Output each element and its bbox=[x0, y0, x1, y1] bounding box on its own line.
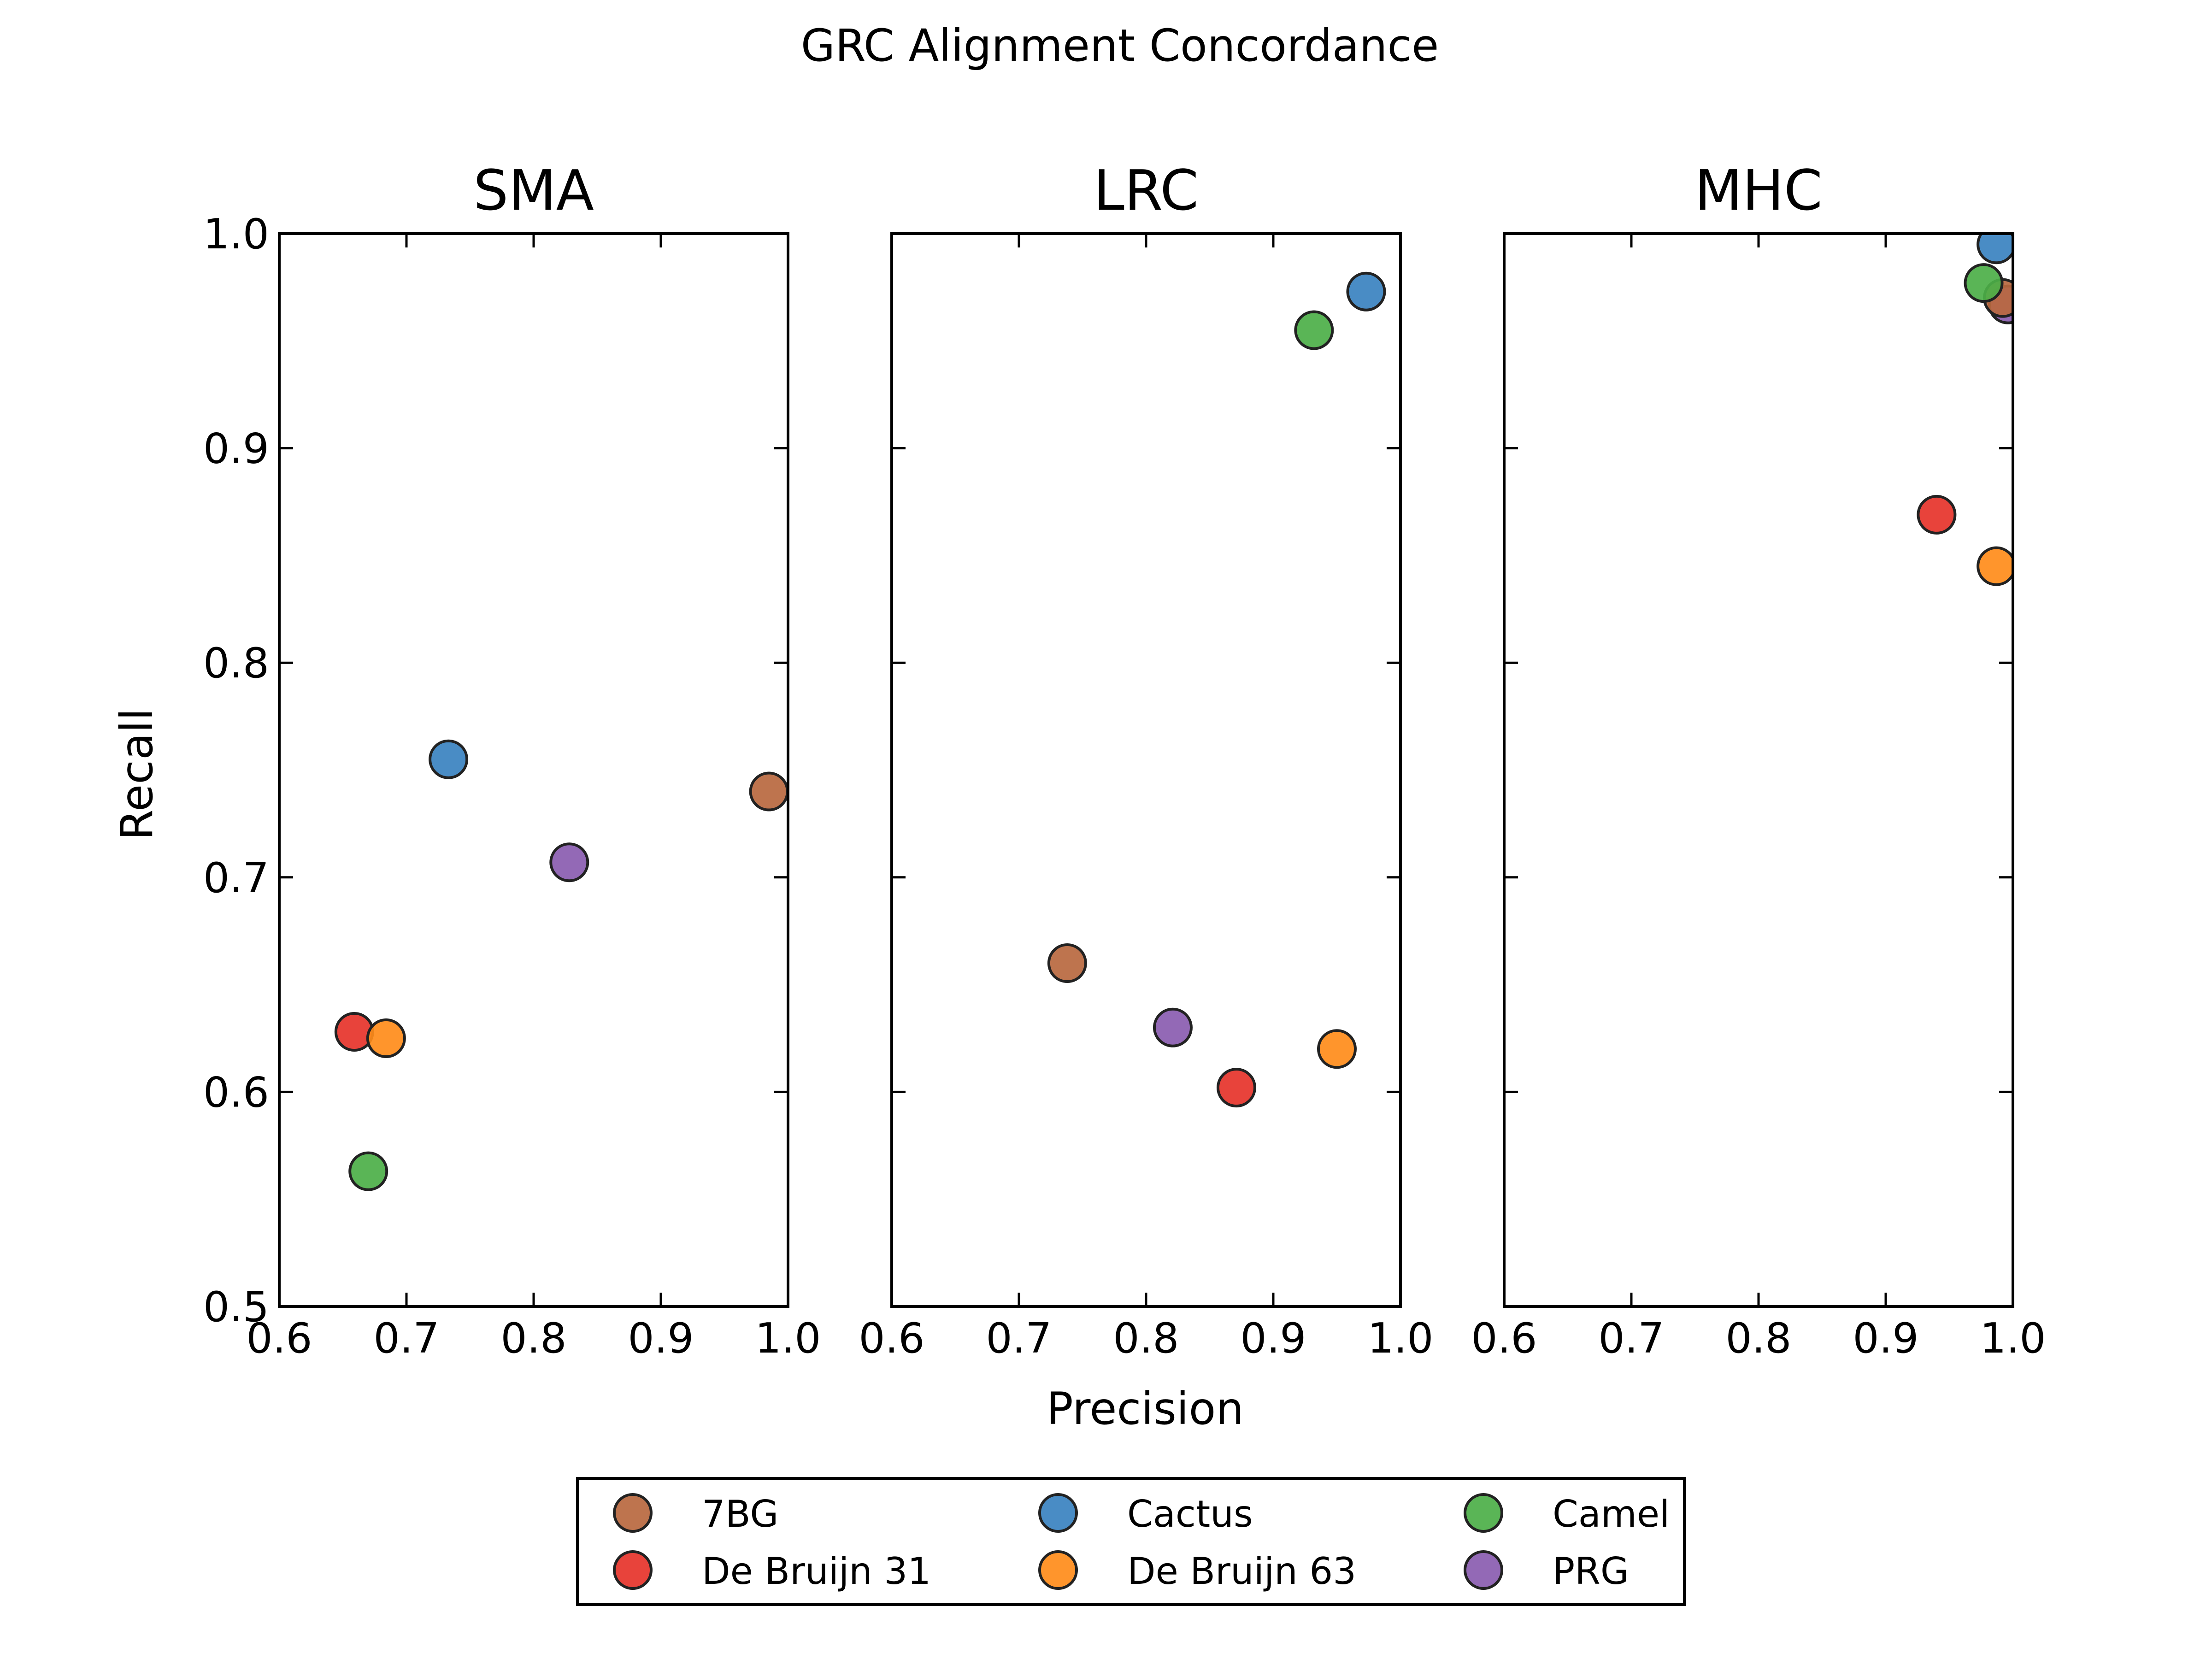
x-tick-label: 0.8 bbox=[1725, 1314, 1791, 1363]
x-tick-label: 0.9 bbox=[628, 1314, 694, 1363]
x-tick-label: 0.8 bbox=[1113, 1314, 1179, 1363]
point-prg bbox=[1153, 1007, 1193, 1047]
x-tick-label: 0.7 bbox=[373, 1314, 439, 1363]
legend-label: De Bruijn 63 bbox=[1127, 1550, 1356, 1593]
panel-title: LRC bbox=[1094, 159, 1199, 223]
x-tick-label: 0.7 bbox=[986, 1314, 1052, 1363]
x-tick-label: 0.9 bbox=[1853, 1314, 1918, 1363]
x-axis-label: Precision bbox=[1047, 1383, 1244, 1435]
legend-item: PRG bbox=[1464, 1550, 1629, 1593]
x-tick-label: 0.7 bbox=[1598, 1314, 1664, 1363]
y-tick-label: 0.7 bbox=[203, 854, 269, 902]
point-de-bruijn-63 bbox=[1977, 546, 2013, 586]
panel-mhc: MHC 0.6 0.7 0.8 0.9 1.0 bbox=[1471, 159, 2046, 1363]
points-mhc bbox=[1917, 234, 2013, 586]
panel-frame bbox=[890, 232, 1402, 1308]
legend-marker bbox=[613, 1550, 653, 1590]
panel-frame bbox=[278, 232, 789, 1308]
point-camel bbox=[1964, 263, 2004, 303]
x-tick-label: 0.6 bbox=[1471, 1314, 1537, 1363]
y-tick-label: 0.8 bbox=[203, 639, 269, 688]
legend-label: Cactus bbox=[1127, 1493, 1253, 1535]
legend-marker bbox=[1038, 1493, 1078, 1533]
legend-marker bbox=[1464, 1550, 1503, 1590]
point-prg bbox=[549, 842, 589, 882]
legend-item: Camel bbox=[1464, 1493, 1670, 1535]
point-de-bruijn-31 bbox=[334, 1012, 374, 1052]
x-tick-label: 1.0 bbox=[755, 1314, 821, 1363]
point-cactus bbox=[1346, 271, 1386, 312]
legend-item: 7BG bbox=[613, 1493, 778, 1535]
point-camel bbox=[1294, 310, 1334, 350]
x-tick-label: 0.6 bbox=[246, 1314, 312, 1363]
panel-lrc: LRC 0.6 0.7 0.8 0.9 1.0 bbox=[859, 159, 1433, 1363]
point-de-bruijn-63 bbox=[1317, 1029, 1357, 1069]
legend-item: Cactus bbox=[1038, 1493, 1253, 1535]
x-tick-label: 0.6 bbox=[859, 1314, 924, 1363]
legend-item: De Bruijn 63 bbox=[1038, 1550, 1356, 1593]
point-cactus bbox=[1977, 234, 2013, 265]
point-7bg bbox=[749, 771, 788, 812]
x-tick-label: 0.8 bbox=[500, 1314, 566, 1363]
point-de-bruijn-31 bbox=[1917, 494, 1957, 535]
panel-frame bbox=[1503, 232, 2014, 1308]
y-tick-label: 0.9 bbox=[203, 425, 269, 473]
legend-marker bbox=[613, 1493, 653, 1533]
y-axis-label: Recall bbox=[111, 708, 163, 840]
y-tick-label: 0.5 bbox=[203, 1283, 269, 1331]
y-tick-label: 1.0 bbox=[203, 210, 269, 259]
legend-label: PRG bbox=[1553, 1550, 1629, 1593]
panel-title: MHC bbox=[1694, 159, 1823, 223]
legend: 7BG Cactus Camel De Bruijn 31 De Bruijn 63 PR… bbox=[576, 1477, 1686, 1606]
legend-frame bbox=[576, 1477, 1686, 1606]
legend-item: De Bruijn 31 bbox=[613, 1550, 931, 1593]
point-de-bruijn-31 bbox=[1216, 1068, 1256, 1108]
panel-title: SMA bbox=[473, 159, 594, 223]
point-7bg bbox=[1047, 943, 1087, 983]
legend-label: 7BG bbox=[702, 1493, 778, 1535]
legend-label: De Bruijn 31 bbox=[702, 1550, 931, 1593]
point-de-bruijn-63 bbox=[366, 1018, 406, 1058]
x-tick-label: 0.9 bbox=[1240, 1314, 1306, 1363]
points-sma bbox=[334, 739, 788, 1191]
legend-marker bbox=[1464, 1493, 1503, 1533]
y-tick-label: 0.6 bbox=[203, 1068, 269, 1117]
legend-label: Camel bbox=[1553, 1493, 1670, 1535]
x-tick-label: 1.0 bbox=[1367, 1314, 1433, 1363]
x-tick-label: 1.0 bbox=[1980, 1314, 2046, 1363]
figure-title: GRC Alignment Concordance bbox=[801, 20, 1439, 71]
point-cactus bbox=[429, 739, 469, 779]
point-camel bbox=[348, 1151, 388, 1191]
points-lrc bbox=[1047, 271, 1386, 1108]
legend-marker bbox=[1038, 1550, 1078, 1590]
